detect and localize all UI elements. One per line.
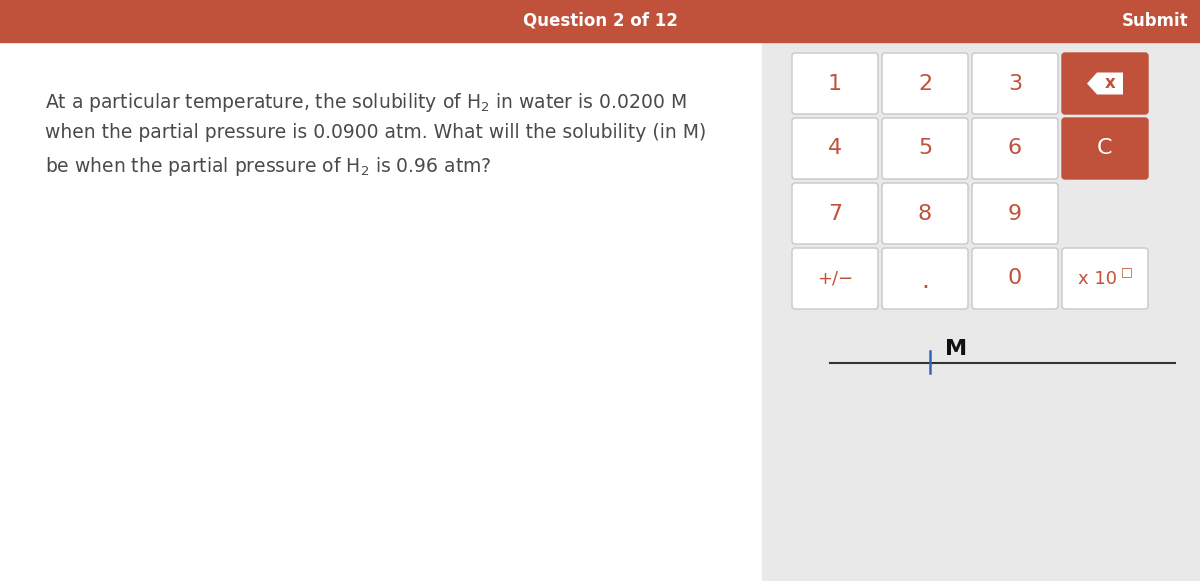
FancyBboxPatch shape [792, 118, 878, 179]
Text: x 10: x 10 [1078, 270, 1116, 288]
FancyBboxPatch shape [792, 53, 878, 114]
Bar [0, 0, 1200, 42]
Text: 4: 4 [828, 138, 842, 159]
FancyBboxPatch shape [792, 183, 878, 244]
FancyBboxPatch shape [972, 248, 1058, 309]
Text: □: □ [1121, 265, 1133, 278]
Text: 3: 3 [1008, 74, 1022, 94]
Bar [762, 42, 1200, 581]
FancyBboxPatch shape [972, 118, 1058, 179]
FancyBboxPatch shape [1062, 118, 1148, 179]
FancyBboxPatch shape [792, 248, 878, 309]
Text: 1: 1 [828, 74, 842, 94]
Text: Question 2 of 12: Question 2 of 12 [522, 12, 678, 30]
FancyBboxPatch shape [882, 118, 968, 179]
FancyBboxPatch shape [882, 183, 968, 244]
FancyBboxPatch shape [882, 53, 968, 114]
Text: 0: 0 [1008, 268, 1022, 289]
FancyBboxPatch shape [1062, 248, 1148, 309]
Text: 5: 5 [918, 138, 932, 159]
FancyBboxPatch shape [1062, 53, 1148, 114]
FancyBboxPatch shape [972, 183, 1058, 244]
Text: M: M [946, 339, 967, 359]
Text: be when the partial pressure of H$_2$ is 0.96 atm?: be when the partial pressure of H$_2$ is… [46, 155, 492, 178]
Text: Submit: Submit [1122, 12, 1188, 30]
Polygon shape [1087, 73, 1123, 95]
Text: 6: 6 [1008, 138, 1022, 159]
FancyBboxPatch shape [882, 248, 968, 309]
Text: when the partial pressure is 0.0900 atm. What will the solubility (in M): when the partial pressure is 0.0900 atm.… [46, 123, 707, 142]
Text: +/−: +/− [817, 270, 853, 288]
FancyBboxPatch shape [972, 53, 1058, 114]
Text: C: C [1097, 138, 1112, 159]
Text: 9: 9 [1008, 203, 1022, 224]
Text: x: x [1105, 74, 1115, 92]
Text: 2: 2 [918, 74, 932, 94]
Text: 7: 7 [828, 203, 842, 224]
Text: At a particular temperature, the solubility of H$_2$ in water is 0.0200 M: At a particular temperature, the solubil… [46, 91, 686, 114]
Text: 8: 8 [918, 203, 932, 224]
Text: .: . [922, 268, 929, 292]
